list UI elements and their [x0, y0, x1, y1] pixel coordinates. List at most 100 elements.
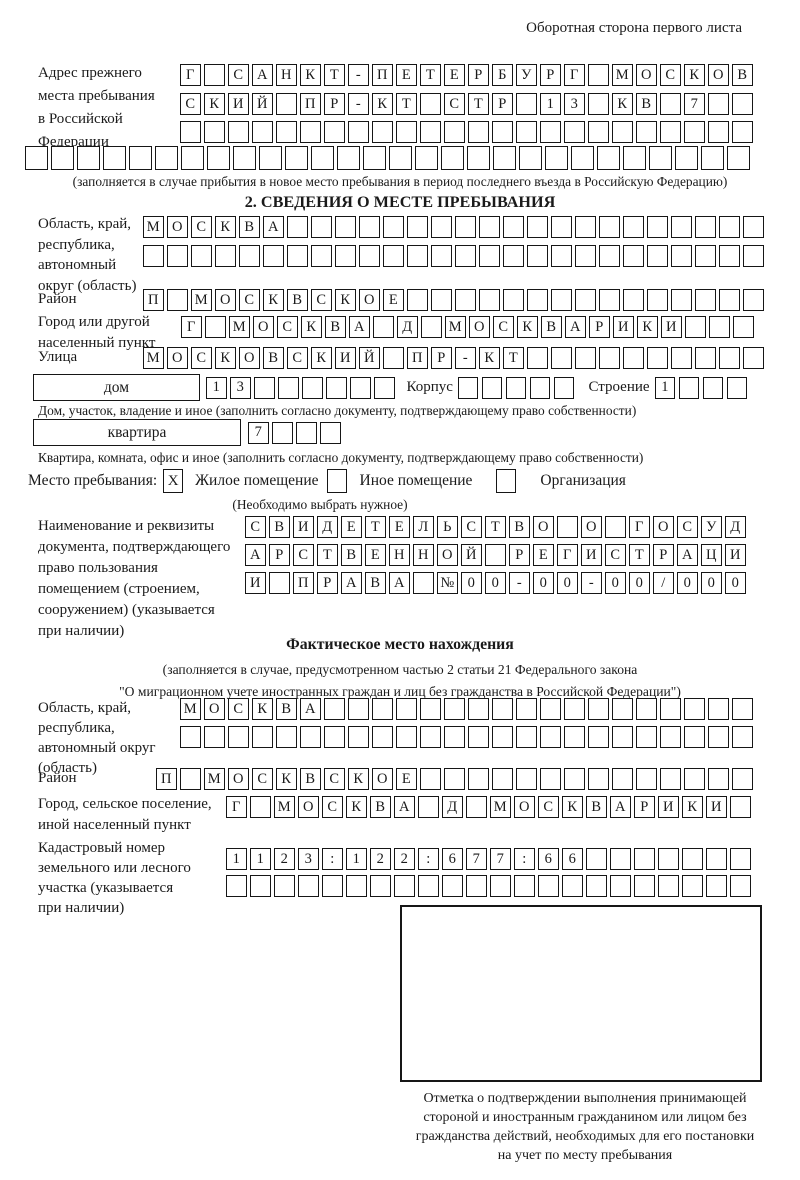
- char-cell[interactable]: У: [701, 516, 722, 538]
- char-cell[interactable]: [326, 469, 347, 493]
- char-cell[interactable]: [228, 121, 249, 143]
- char-cell[interactable]: Е: [341, 516, 362, 538]
- char-cell[interactable]: Р: [540, 64, 561, 86]
- char-cell[interactable]: [455, 289, 476, 311]
- char-cell[interactable]: С: [252, 768, 273, 790]
- region-row-2[interactable]: [143, 245, 764, 267]
- char-cell[interactable]: [204, 121, 225, 143]
- char-cell[interactable]: О: [167, 216, 188, 238]
- char-cell[interactable]: [503, 216, 524, 238]
- char-cell[interactable]: Р: [468, 64, 489, 86]
- char-cell[interactable]: К: [372, 93, 393, 115]
- char-cell[interactable]: [383, 347, 404, 369]
- char-cell[interactable]: [732, 768, 753, 790]
- char-cell[interactable]: [276, 93, 297, 115]
- char-cell[interactable]: И: [725, 544, 746, 566]
- char-cell[interactable]: Т: [629, 544, 650, 566]
- char-cell[interactable]: С: [245, 516, 266, 538]
- char-cell[interactable]: [551, 245, 572, 267]
- char-cell[interactable]: С: [293, 544, 314, 566]
- char-cell[interactable]: [605, 516, 626, 538]
- char-cell[interactable]: [254, 376, 275, 399]
- char-cell[interactable]: [730, 796, 751, 818]
- char-cell[interactable]: Р: [324, 93, 345, 115]
- char-cell[interactable]: [259, 146, 282, 170]
- char-cell[interactable]: К: [276, 768, 297, 790]
- char-cell[interactable]: М: [143, 216, 164, 238]
- char-cell[interactable]: [311, 216, 332, 238]
- char-cell[interactable]: [727, 146, 750, 170]
- char-cell[interactable]: М: [612, 64, 633, 86]
- char-cell[interactable]: [658, 848, 679, 870]
- char-cell[interactable]: В: [636, 93, 657, 115]
- char-cell[interactable]: Р: [317, 572, 338, 594]
- char-cell[interactable]: К: [215, 216, 236, 238]
- char-cell[interactable]: Н: [413, 544, 434, 566]
- char-cell[interactable]: [684, 726, 705, 748]
- char-cell[interactable]: [370, 875, 391, 897]
- char-cell[interactable]: [612, 726, 633, 748]
- char-cell[interactable]: 0: [605, 572, 626, 594]
- char-cell[interactable]: [540, 768, 561, 790]
- char-cell[interactable]: [468, 768, 489, 790]
- char-cell[interactable]: Ь: [437, 516, 458, 538]
- char-cell[interactable]: В: [732, 64, 753, 86]
- char-cell[interactable]: [503, 245, 524, 267]
- char-cell[interactable]: Д: [317, 516, 338, 538]
- char-cell[interactable]: 0: [533, 572, 554, 594]
- char-cell[interactable]: С: [287, 347, 308, 369]
- char-cell[interactable]: О: [581, 516, 602, 538]
- char-cell[interactable]: [545, 146, 568, 170]
- char-cell[interactable]: [743, 245, 764, 267]
- char-cell[interactable]: О: [533, 516, 554, 538]
- char-cell[interactable]: -: [455, 347, 476, 369]
- char-cell[interactable]: Р: [589, 316, 610, 338]
- char-cell[interactable]: [481, 376, 503, 399]
- char-cell[interactable]: [372, 121, 393, 143]
- char-cell[interactable]: [431, 216, 452, 238]
- char-cell[interactable]: [588, 726, 609, 748]
- char-cell[interactable]: К: [684, 64, 705, 86]
- char-cell[interactable]: [335, 216, 356, 238]
- char-cell[interactable]: [636, 121, 657, 143]
- char-cell[interactable]: [320, 421, 341, 444]
- char-cell[interactable]: /: [653, 572, 674, 594]
- char-cell[interactable]: [647, 347, 668, 369]
- char-cell[interactable]: Р: [653, 544, 674, 566]
- char-cell[interactable]: [660, 698, 681, 720]
- char-cell[interactable]: [553, 376, 575, 399]
- char-cell[interactable]: [564, 121, 585, 143]
- char-cell[interactable]: 0: [629, 572, 650, 594]
- char-cell[interactable]: Е: [444, 64, 465, 86]
- char-cell[interactable]: [588, 64, 609, 86]
- char-cell[interactable]: П: [156, 768, 177, 790]
- char-cell[interactable]: [359, 216, 380, 238]
- char-cell[interactable]: С: [660, 64, 681, 86]
- char-cell[interactable]: [671, 245, 692, 267]
- char-cell[interactable]: [415, 146, 438, 170]
- char-cell[interactable]: [612, 698, 633, 720]
- char-cell[interactable]: [155, 146, 178, 170]
- char-cell[interactable]: 1: [226, 848, 247, 870]
- char-cell[interactable]: Р: [492, 93, 513, 115]
- char-cell[interactable]: [695, 216, 716, 238]
- char-cell[interactable]: [167, 245, 188, 267]
- char-cell[interactable]: П: [300, 93, 321, 115]
- char-cell[interactable]: [324, 121, 345, 143]
- char-cell[interactable]: [678, 376, 700, 399]
- char-cell[interactable]: С: [191, 216, 212, 238]
- char-cell[interactable]: Н: [389, 544, 410, 566]
- char-cell[interactable]: [540, 698, 561, 720]
- char-cell[interactable]: Г: [557, 544, 578, 566]
- char-cell[interactable]: [719, 347, 740, 369]
- char-cell[interactable]: [287, 245, 308, 267]
- char-cell[interactable]: С: [228, 698, 249, 720]
- char-cell[interactable]: 7: [466, 848, 487, 870]
- char-cell[interactable]: О: [372, 768, 393, 790]
- char-cell[interactable]: [285, 146, 308, 170]
- char-cell[interactable]: [733, 316, 754, 338]
